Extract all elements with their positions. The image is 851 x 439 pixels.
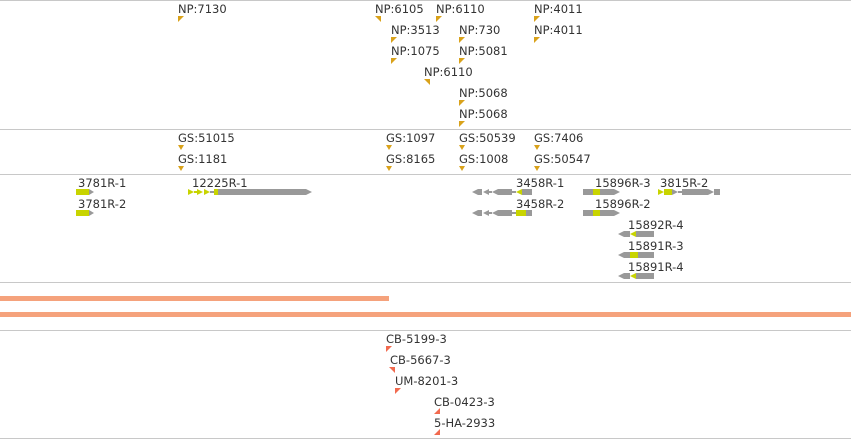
cb-feature-label[interactable]: 5-HA-2933 — [434, 416, 496, 430]
cb-marker-icon[interactable] — [386, 346, 392, 352]
np-feature-label[interactable]: NP:730 — [459, 23, 501, 37]
gs-marker-icon[interactable] — [534, 166, 540, 171]
cb-feature-label[interactable]: UM-8201-3 — [395, 374, 459, 388]
cb-marker-icon[interactable] — [434, 408, 440, 414]
gene-model[interactable] — [472, 187, 536, 199]
gs-marker-icon[interactable] — [178, 166, 184, 171]
gene-label[interactable]: 15896R-3 — [595, 176, 651, 190]
np-feature-label[interactable]: NP:4011 — [534, 2, 583, 16]
gs-marker-icon[interactable] — [534, 145, 540, 150]
np-marker-icon[interactable] — [459, 121, 465, 127]
np-marker-icon[interactable] — [534, 16, 540, 22]
gs-feature-label[interactable]: GS:50539 — [459, 131, 516, 145]
gs-marker-icon[interactable] — [459, 145, 465, 150]
track-divider-gs-genes — [0, 174, 851, 175]
gene-label[interactable]: 15896R-2 — [595, 197, 651, 211]
gs-marker-icon[interactable] — [386, 166, 392, 171]
np-marker-icon[interactable] — [459, 37, 465, 43]
np-feature-label[interactable]: NP:7130 — [178, 2, 227, 16]
gene-model[interactable] — [618, 271, 658, 283]
gene-model[interactable] — [76, 187, 96, 199]
gene-label[interactable]: 3458R-1 — [516, 176, 565, 190]
gene-model[interactable] — [618, 229, 658, 241]
gene-label[interactable]: 3815R-2 — [660, 176, 709, 190]
np-feature-label[interactable]: NP:6110 — [424, 65, 473, 79]
cb-marker-icon[interactable] — [395, 388, 401, 394]
np-feature-label[interactable]: NP:5081 — [459, 44, 508, 58]
gs-feature-label[interactable]: GS:7406 — [534, 131, 584, 145]
track-divider-bands-cb — [0, 330, 851, 331]
np-feature-label[interactable]: NP:6110 — [436, 2, 485, 16]
gs-feature-label[interactable]: GS:1008 — [459, 152, 509, 166]
gs-feature-label[interactable]: GS:8165 — [386, 152, 436, 166]
gene-label[interactable]: 3781R-2 — [78, 197, 127, 211]
np-marker-icon[interactable] — [424, 79, 430, 85]
gs-marker-icon[interactable] — [386, 145, 392, 150]
track-divider-top — [0, 0, 851, 1]
gene-label[interactable]: 15892R-4 — [628, 218, 684, 232]
gene-model[interactable] — [472, 208, 536, 220]
gene-label[interactable]: 15891R-4 — [628, 260, 684, 274]
cb-feature-label[interactable]: CB-0423-3 — [434, 395, 495, 409]
np-marker-icon[interactable] — [178, 16, 184, 22]
cb-marker-icon[interactable] — [389, 367, 395, 373]
gene-model[interactable] — [618, 250, 658, 262]
np-marker-icon[interactable] — [534, 37, 540, 43]
np-feature-label[interactable]: NP:4011 — [534, 23, 583, 37]
gs-feature-label[interactable]: GS:1097 — [386, 131, 436, 145]
gene-label[interactable]: 15891R-3 — [628, 239, 684, 253]
gene-model[interactable] — [76, 208, 96, 220]
gene-label[interactable]: 3781R-1 — [78, 176, 127, 190]
gs-feature-label[interactable]: GS:51015 — [178, 131, 235, 145]
gs-feature-label[interactable]: GS:50547 — [534, 152, 591, 166]
cb-feature-label[interactable]: CB-5667-3 — [390, 353, 451, 367]
np-feature-label[interactable]: NP:5068 — [459, 86, 508, 100]
gene-model[interactable] — [188, 187, 314, 199]
gene-model[interactable] — [583, 187, 627, 199]
np-marker-icon[interactable] — [375, 16, 381, 22]
np-marker-icon[interactable] — [459, 100, 465, 106]
gene-model[interactable] — [583, 208, 627, 220]
track-divider-np-gs — [0, 129, 851, 130]
np-marker-icon[interactable] — [391, 37, 397, 43]
np-feature-label[interactable]: NP:5068 — [459, 107, 508, 121]
cb-marker-icon[interactable] — [434, 429, 440, 435]
np-feature-label[interactable]: NP:3513 — [391, 23, 440, 37]
gene-label[interactable]: 3458R-2 — [516, 197, 565, 211]
np-marker-icon[interactable] — [436, 16, 442, 22]
gs-marker-icon[interactable] — [178, 145, 184, 150]
gs-marker-icon[interactable] — [459, 166, 465, 171]
np-marker-icon[interactable] — [391, 58, 397, 64]
np-feature-label[interactable]: NP:6105 — [375, 2, 424, 16]
gs-feature-label[interactable]: GS:1181 — [178, 152, 228, 166]
cb-feature-label[interactable]: CB-5199-3 — [386, 332, 447, 346]
gene-model[interactable] — [658, 187, 722, 199]
np-marker-icon[interactable] — [459, 58, 465, 64]
coverage-band-partial[interactable] — [0, 296, 389, 301]
gene-label[interactable]: 12225R-1 — [192, 176, 248, 190]
np-feature-label[interactable]: NP:1075 — [391, 44, 440, 58]
track-divider-genes-bands — [0, 282, 851, 283]
coverage-band-full[interactable] — [0, 312, 851, 317]
